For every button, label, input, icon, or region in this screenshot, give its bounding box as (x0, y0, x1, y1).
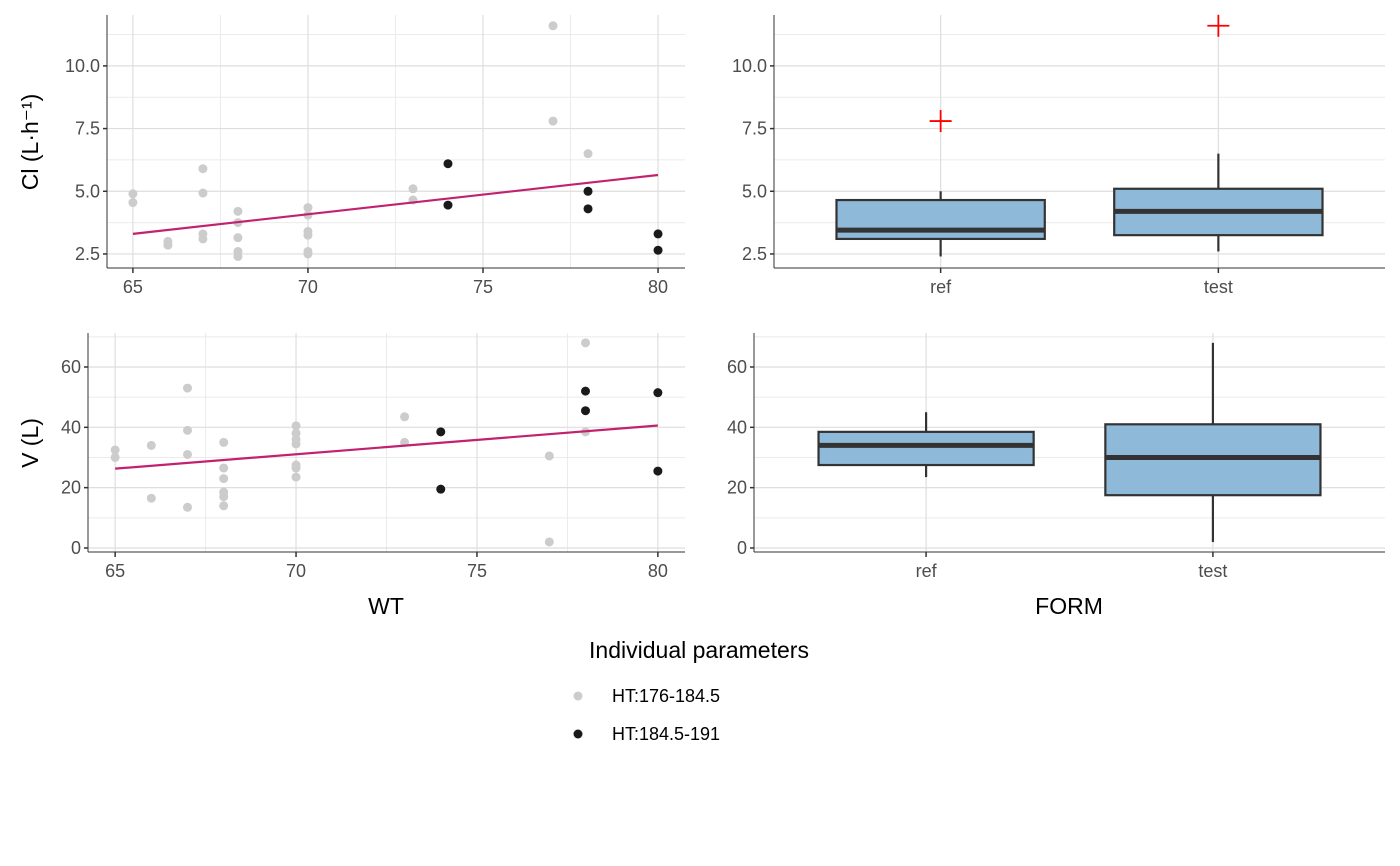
point (110, 445, 120, 455)
point (581, 386, 590, 396)
point (653, 466, 663, 476)
xlabel-wt: WT (368, 593, 404, 619)
point (198, 164, 208, 174)
y-tick-label: 10.0 (65, 56, 100, 76)
point (219, 501, 229, 511)
outlier-marker (1207, 14, 1230, 37)
y-tick-label: 20 (61, 478, 81, 498)
trend-line (132, 173, 659, 235)
point (581, 338, 590, 348)
legend-key-1 (573, 729, 583, 739)
legend: Individual parameters HT:176-184.5 HT:18… (573, 637, 809, 744)
y-tick-label: 7.5 (75, 119, 100, 139)
point (291, 463, 301, 473)
point (400, 412, 410, 422)
point (233, 233, 243, 243)
y-tick-label: 5.0 (742, 181, 767, 201)
point (291, 472, 301, 482)
point (303, 230, 313, 240)
trend-line (115, 424, 658, 470)
point (548, 116, 558, 126)
legend-key-0 (573, 691, 583, 701)
x-tick-label: 80 (648, 561, 668, 581)
y-tick-label: 0 (71, 538, 81, 558)
point (653, 388, 663, 398)
point (303, 249, 313, 259)
point (653, 245, 663, 255)
x-tick-label: 80 (648, 277, 668, 297)
x-tick-label: 70 (286, 561, 306, 581)
panel-v-form: 0 20 40 60 ref test (727, 333, 1385, 581)
x-tick-label: ref (916, 561, 938, 581)
legend-label-1: HT:184.5-191 (612, 724, 720, 744)
point (183, 383, 192, 393)
point (219, 437, 229, 447)
outlier-marker (929, 110, 952, 133)
point (146, 440, 156, 450)
y-tick-label: 40 (61, 417, 81, 437)
point (183, 449, 192, 459)
point (198, 234, 208, 244)
x-tick-label: 70 (298, 277, 318, 297)
point (544, 451, 554, 461)
point (233, 251, 243, 261)
box-ref (817, 430, 1035, 467)
point (146, 493, 156, 503)
panel-cl-wt: 2.5 5.0 7.5 10.0 65 70 75 80 (65, 15, 685, 297)
y-tick-label: 60 (727, 357, 747, 377)
panel-cl-form: 2.5 5.0 7.5 10.0 ref test (732, 14, 1385, 297)
point (408, 184, 418, 194)
point (443, 159, 453, 169)
point (219, 492, 229, 502)
point (183, 502, 192, 512)
x-tick-label: 65 (105, 561, 125, 581)
point (581, 406, 590, 416)
point (198, 188, 208, 198)
point (219, 463, 229, 473)
point (128, 189, 138, 199)
point (233, 206, 243, 216)
point (443, 200, 453, 210)
point (163, 240, 173, 250)
y-tick-label: 7.5 (742, 119, 767, 139)
legend-label-0: HT:176-184.5 (612, 686, 720, 706)
point (128, 198, 138, 208)
x-tick-label: test (1198, 561, 1227, 581)
x-tick-label: test (1204, 277, 1233, 297)
point (653, 229, 663, 239)
x-tick-label: 75 (473, 277, 493, 297)
y-tick-label: 5.0 (75, 181, 100, 201)
point (303, 203, 313, 213)
point (110, 452, 120, 462)
point (544, 537, 554, 547)
point (548, 21, 558, 31)
xlabel-form: FORM (1035, 593, 1103, 619)
y-tick-label: 10.0 (732, 56, 767, 76)
y-tick-label: 40 (727, 417, 747, 437)
point (583, 204, 593, 214)
box-ref (835, 198, 1046, 241)
x-tick-label: 65 (123, 277, 143, 297)
x-tick-label: ref (930, 277, 952, 297)
y-tick-label: 20 (727, 478, 747, 498)
x-tick-label: 75 (467, 561, 487, 581)
y-tick-label: 60 (61, 357, 81, 377)
point (291, 439, 301, 449)
y-tick-label: 2.5 (75, 244, 100, 264)
point (583, 186, 593, 196)
y-tick-label: 0 (737, 538, 747, 558)
ylabel-v: V (L) (17, 418, 43, 468)
point (436, 427, 446, 437)
point (183, 425, 192, 435)
point (583, 149, 593, 159)
point (219, 474, 229, 484)
y-tick-label: 2.5 (742, 244, 767, 264)
legend-title: Individual parameters (589, 637, 809, 663)
point (436, 484, 446, 494)
point (291, 421, 301, 431)
ylabel-cl: Cl (L·h⁻¹) (17, 94, 43, 190)
panel-v-wt: 0 20 40 60 65 70 75 80 (61, 333, 685, 581)
